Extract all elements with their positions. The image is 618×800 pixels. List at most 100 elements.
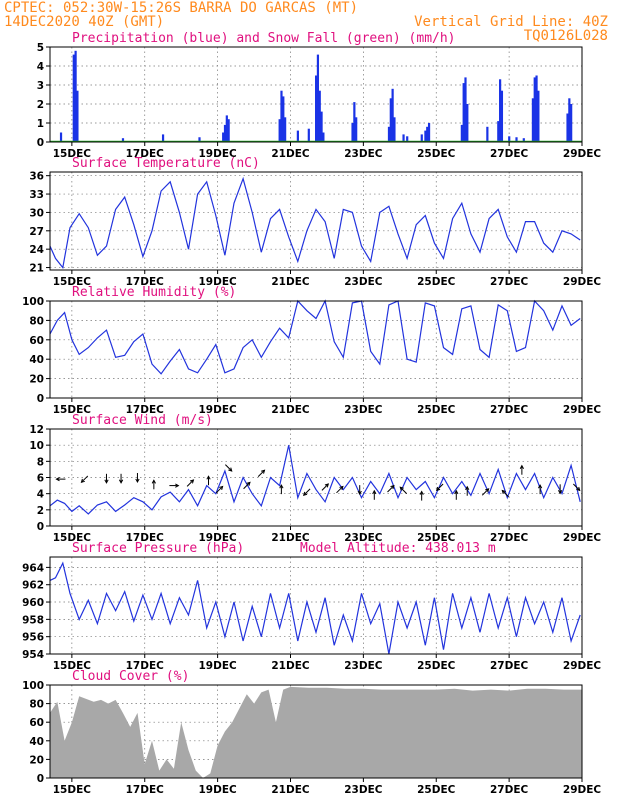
precip-bar bbox=[460, 124, 463, 142]
precip-bar bbox=[316, 54, 320, 142]
x-tick-label: 27DEC bbox=[490, 532, 529, 544]
x-tick-label: 21DEC bbox=[271, 532, 310, 544]
x-tick-label: 29DEC bbox=[563, 276, 602, 288]
x-tick-label: 21DEC bbox=[271, 148, 310, 160]
wind-arrow bbox=[279, 484, 284, 495]
x-tick-label: 27DEC bbox=[490, 784, 529, 796]
precip-bar bbox=[76, 90, 79, 142]
x-tick-label: 25DEC bbox=[417, 660, 456, 672]
wind-arrow-shaft bbox=[399, 486, 407, 494]
precip-bar bbox=[161, 134, 165, 142]
precip-bar bbox=[424, 130, 427, 142]
x-tick-label: 17DEC bbox=[126, 404, 165, 416]
precip-bar bbox=[223, 124, 227, 142]
wind-arrow bbox=[118, 473, 124, 484]
wind-arrow-shaft bbox=[186, 479, 194, 487]
panel-title: Relative Humidity (%) bbox=[72, 285, 236, 300]
precip-bar bbox=[351, 123, 354, 142]
wind-arrow-shaft bbox=[215, 486, 223, 494]
panel-frame bbox=[49, 46, 583, 143]
y-tick-label: 27 bbox=[29, 226, 44, 238]
y-tick-label: 60 bbox=[29, 335, 44, 347]
y-tick-label: 960 bbox=[22, 597, 44, 609]
wind-arrow-head bbox=[206, 475, 211, 480]
precip-bar bbox=[566, 113, 569, 142]
wind-arrow bbox=[104, 473, 109, 484]
wind-arrow-head bbox=[372, 489, 377, 495]
x-tick-label: 25DEC bbox=[417, 276, 456, 288]
wind-arrow bbox=[151, 479, 156, 490]
precip-bar bbox=[121, 138, 125, 142]
precip-bar bbox=[568, 98, 571, 142]
y-tick-label: 6 bbox=[37, 473, 44, 485]
precip-bar bbox=[318, 90, 321, 142]
wind-arrow bbox=[257, 469, 266, 477]
x-tick-label: 25DEC bbox=[417, 404, 456, 416]
x-tick-label: 17DEC bbox=[126, 532, 165, 544]
x-tick-label: 19DEC bbox=[199, 532, 238, 544]
wind-arrow-head bbox=[104, 479, 109, 484]
wind-arrow-head bbox=[175, 483, 180, 488]
wind-arrow-head bbox=[537, 484, 543, 489]
y-tick-label: 100 bbox=[22, 680, 44, 692]
wind-arrow-head bbox=[454, 489, 459, 495]
y-tick-label: 0 bbox=[37, 137, 44, 149]
precip-bar bbox=[531, 98, 535, 142]
y-tick-label: 24 bbox=[29, 244, 44, 256]
y-tick-label: 80 bbox=[29, 315, 44, 327]
precip-bar bbox=[522, 138, 525, 142]
wind-arrow bbox=[435, 483, 444, 492]
y-tick-label: 80 bbox=[29, 699, 44, 711]
x-tick-label: 29DEC bbox=[563, 660, 602, 672]
precip-bar bbox=[427, 123, 431, 142]
precip-bar bbox=[282, 96, 285, 142]
wind-arrow bbox=[572, 483, 581, 492]
precip-bar bbox=[227, 119, 230, 142]
y-tick-label: 964 bbox=[22, 562, 44, 574]
wind-arrow-head bbox=[558, 490, 563, 495]
wind-arrow bbox=[321, 483, 330, 491]
y-tick-label: 954 bbox=[22, 649, 44, 661]
wind-arrow-head bbox=[189, 479, 195, 484]
header-grid-note: Vertical Grid Line: 40Z bbox=[414, 14, 608, 30]
precip-bar bbox=[393, 117, 396, 142]
wind-arrow bbox=[302, 488, 311, 496]
x-tick-label: 25DEC bbox=[417, 532, 456, 544]
panel-precipitation-blue-and-snow-fall-green-mm-h: Precipitation (blue) and Snow Fall (gree… bbox=[37, 31, 602, 160]
wind-arrow-shaft bbox=[243, 482, 251, 490]
x-tick-label: 23DEC bbox=[344, 276, 383, 288]
precip-bar bbox=[284, 117, 287, 142]
wind-arrow-head bbox=[390, 484, 395, 490]
wind-arrow-head bbox=[519, 464, 524, 470]
precip-bar bbox=[278, 119, 281, 142]
y-tick-label: 0 bbox=[37, 393, 44, 405]
panel-surface-wind-m-s: Surface Wind (m/s) 0 2 4 6 8 10 12 15DEC 17DEC 19D… bbox=[29, 413, 601, 544]
wind-arrow bbox=[419, 490, 424, 501]
wind-arrow-shaft bbox=[436, 483, 444, 491]
precip-bar bbox=[280, 90, 283, 142]
precip-bar bbox=[570, 104, 573, 142]
panel-surface-temperature-nc: Surface Temperature (nC) 21 24 27 30 33 36 15DE… bbox=[29, 156, 601, 288]
wind-arrow-head bbox=[279, 484, 284, 489]
wind-arrow-head bbox=[118, 479, 124, 484]
x-tick-label: 17DEC bbox=[126, 148, 165, 160]
x-tick-label: 23DEC bbox=[344, 148, 383, 160]
y-tick-label: 956 bbox=[22, 632, 44, 644]
precip-bar bbox=[464, 77, 467, 142]
precip-bar bbox=[426, 126, 429, 142]
precip-bar bbox=[508, 136, 511, 142]
precip-bar bbox=[225, 115, 228, 142]
wind-arrow-head bbox=[576, 486, 581, 492]
y-tick-label: 12 bbox=[29, 424, 44, 436]
wind-arrow-head bbox=[55, 476, 60, 482]
precip-bar bbox=[72, 54, 75, 142]
wind-arrow bbox=[537, 484, 543, 495]
panel-title: Precipitation (blue) and Snow Fall (gree… bbox=[72, 31, 456, 46]
wind-arrow bbox=[372, 489, 377, 500]
y-tick-label: 20 bbox=[29, 374, 44, 386]
wind-arrow-head bbox=[419, 490, 424, 495]
y-tick-label: 958 bbox=[22, 614, 44, 626]
precip-bar bbox=[402, 134, 405, 142]
precip-bar bbox=[500, 90, 504, 142]
